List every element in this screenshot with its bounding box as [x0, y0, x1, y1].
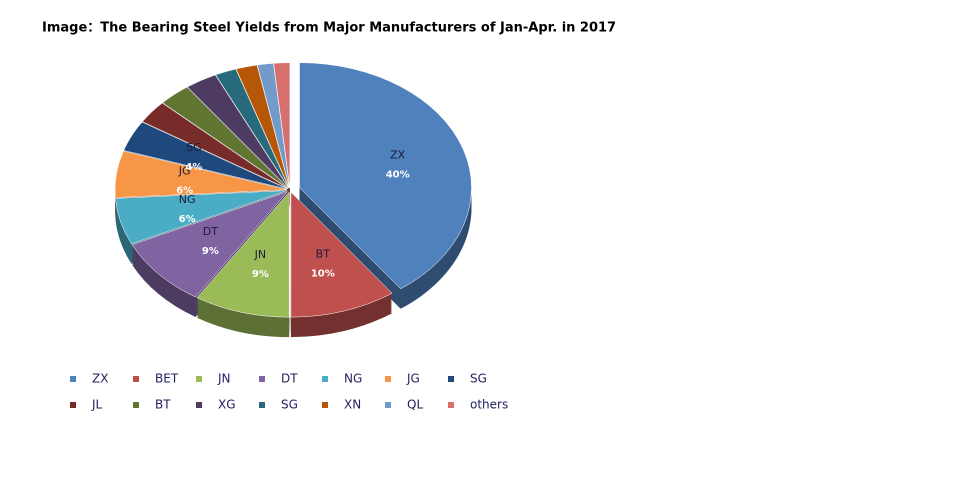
value-label: 6% [176, 185, 193, 196]
slice [162, 86, 289, 189]
legend-label: others [470, 398, 508, 412]
slice [196, 191, 290, 318]
legend-label: JG [406, 372, 420, 386]
slice [299, 62, 472, 290]
slice-label: SG [186, 141, 202, 154]
slice [114, 150, 288, 198]
slice [123, 121, 288, 190]
legend-swatch [133, 376, 139, 382]
legend-swatch [70, 376, 76, 382]
slice-label: ZX [390, 149, 406, 162]
legend-label: JL [91, 398, 103, 412]
legend-swatch [448, 402, 454, 408]
value-label: 9% [202, 246, 219, 257]
slice [141, 102, 288, 189]
slice [273, 62, 291, 188]
legend-swatch [448, 376, 454, 382]
slice [186, 74, 289, 189]
legend-swatch [196, 376, 202, 382]
legend-label: NG [344, 372, 362, 386]
legend-label: QL [407, 398, 423, 412]
legend-swatch [385, 402, 391, 408]
legend-label: SG [281, 398, 298, 412]
legend-swatch [133, 402, 139, 408]
slice [215, 68, 290, 189]
slice [235, 64, 290, 188]
value-label: 4% [185, 162, 202, 173]
legend-swatch [322, 376, 328, 382]
slice [115, 190, 288, 245]
slice-label: JN [254, 248, 266, 261]
legend-swatch [70, 402, 76, 408]
legend-swatch [259, 402, 265, 408]
legend-swatch [385, 376, 391, 382]
value-label: 40% [386, 170, 410, 181]
legend-label: XN [344, 398, 361, 412]
slice-label: JG [178, 164, 191, 177]
slice [131, 190, 289, 298]
slice-label: BT [316, 247, 331, 260]
legend-swatch [322, 402, 328, 408]
value-label: 9% [252, 269, 269, 280]
chart-title: Image：The Bearing Steel Yields from Majo… [42, 21, 616, 36]
slice-label: DT [203, 225, 218, 238]
legend-label: JN [217, 372, 231, 386]
legend-swatch [259, 376, 265, 382]
legend-label: DT [281, 372, 298, 386]
slice [290, 191, 393, 318]
value-label: 10% [311, 268, 335, 279]
slice [257, 63, 290, 188]
legend-label: ZX [92, 372, 108, 386]
legend-label: SG [470, 372, 487, 386]
legend-swatch [196, 402, 202, 408]
legend-label: XG [218, 398, 236, 412]
slice-label: NG [179, 193, 196, 206]
legend-label: BT [155, 398, 171, 412]
legend-label: BET [155, 372, 179, 386]
value-label: 6% [179, 214, 196, 225]
